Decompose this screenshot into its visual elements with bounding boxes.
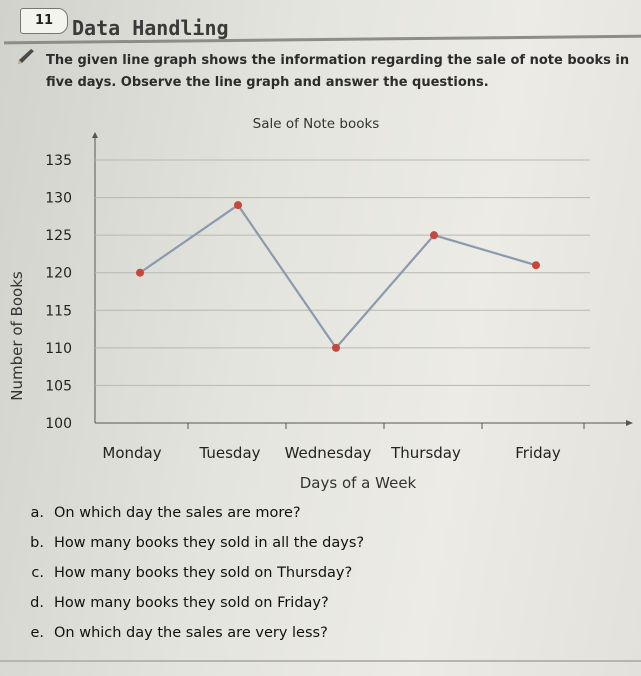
chapter-number: 11 [20,8,68,34]
question-item: a. On which day the sales are more? [10,505,630,535]
x-axis-arrow [626,420,633,426]
x-tick-label: Wednesday [285,444,372,462]
data-point [136,268,144,277]
question-list: a. On which day the sales are more? b. H… [10,505,630,655]
data-point [234,201,242,210]
question-text: How many books they sold on Friday? [54,595,329,611]
question-letter: d. [30,595,44,611]
y-axis-label: Number of Books [8,271,26,401]
data-point [430,231,438,240]
chapter-title: Data Handling [72,16,229,40]
line-chart: Sale of Note books 100 105 110 115 120 125 130 1… [8,116,633,492]
y-tick-label: 120 [45,266,72,282]
question-item: d. How many books they sold on Friday? [10,595,630,625]
question-item: c. How many books they sold on Thursday? [10,565,630,595]
x-axis-label: Days of a Week [300,474,417,492]
pencil-icon [18,49,34,64]
intro-text: The given line graph shows the informati… [46,53,630,90]
data-point [332,343,340,352]
y-tick-label: 115 [45,303,72,319]
question-text: On which day the sales are very less? [54,625,328,641]
y-tick-label: 105 [45,378,72,394]
footer-divider [0,660,641,662]
y-tick-label: 130 [45,191,72,207]
x-tick-label: Friday [515,444,561,462]
question-letter: c. [31,565,44,581]
question-item: b. How many books they sold in all the d… [10,535,630,565]
x-tick-label: Thursday [390,444,461,462]
question-item: e. On which day the sales are very less? [10,625,630,655]
y-tick-label: 135 [45,153,72,169]
y-tick-label: 110 [45,341,72,357]
x-tick-label: Monday [102,444,161,462]
data-point [532,261,540,270]
question-text: On which day the sales are more? [54,505,301,521]
x-tick-label: Tuesday [198,444,260,462]
y-tick-label: 100 [45,416,72,432]
question-letter: b. [30,535,44,551]
question-letter: e. [30,625,44,641]
y-tick-label: 125 [45,228,72,244]
question-letter: a. [30,505,45,521]
question-text: How many books they sold in all the days… [54,535,365,551]
series-line [139,203,537,350]
chart-title: Sale of Note books [253,116,380,132]
question-text: How many books they sold on Thursday? [54,565,353,581]
y-axis-arrow [92,132,98,138]
